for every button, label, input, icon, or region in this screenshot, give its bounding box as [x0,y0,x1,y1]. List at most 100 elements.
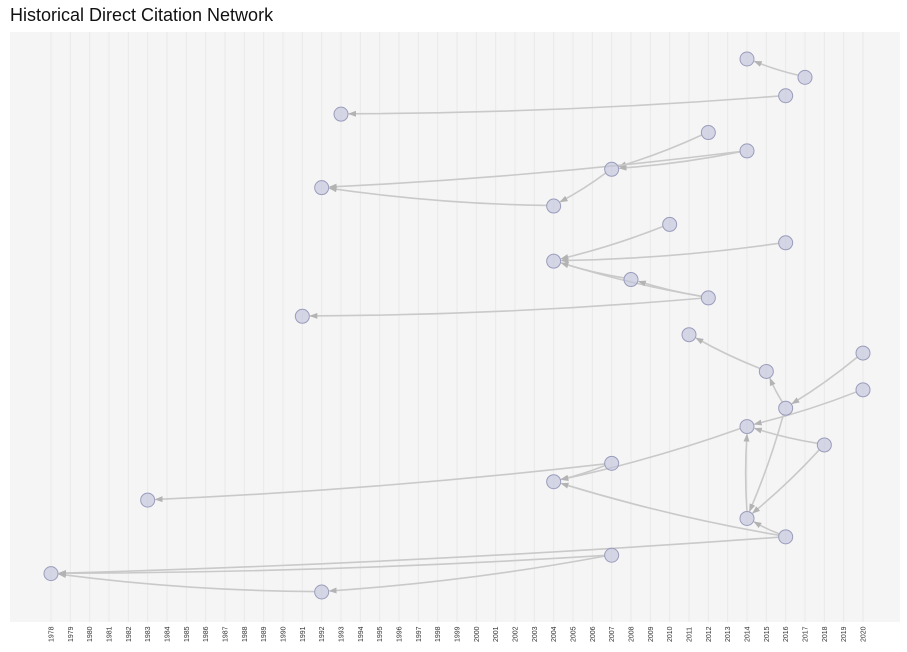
year-tick-label: 1999 [455,626,462,642]
citation-edge [328,150,741,190]
year-tick-label: 2014 [745,626,752,642]
citation-edge [637,280,702,298]
citation-edge [57,536,779,577]
citation-edge [154,463,605,503]
year-tick-label: 1998 [435,626,442,642]
paper-node[interactable] [739,143,755,159]
citation-edge [753,427,818,445]
year-tick-label: 2002 [513,626,520,642]
citation-edge [309,297,702,319]
citation-edge [560,225,664,261]
paper-node[interactable] [604,547,620,563]
year-tick-label: 1986 [203,626,210,642]
paper-node[interactable] [546,198,562,214]
year-tick-label: 1996 [397,626,404,642]
year-tick-label: 2015 [764,626,771,642]
citation-edge [753,391,857,426]
paper-node[interactable] [333,106,349,122]
year-tick-label: 1978 [49,626,56,642]
paper-node[interactable] [855,382,871,398]
paper-node[interactable] [855,345,871,361]
year-tick-label: 2000 [474,626,481,642]
year-tick-label: 1981 [107,626,114,642]
citation-edge [618,151,741,171]
year-axis: 1978 1979 1980 1981 1982 1983 1984 1985 1986 1987… [49,626,868,642]
citation-edge [753,60,799,77]
year-tick-label: 1993 [339,626,346,642]
year-tick-label: 2005 [571,626,578,642]
paper-node[interactable] [43,566,59,582]
citation-edge [743,433,750,512]
citation-edges [57,60,858,594]
year-tick-label: 1995 [377,626,384,642]
year-tick-label: 2016 [783,626,790,642]
paper-node[interactable] [700,125,716,141]
year-tick-label: 1991 [300,626,307,642]
year-tick-label: 1992 [319,626,326,642]
citation-edge [347,95,779,117]
paper-node[interactable] [604,161,620,177]
paper-node[interactable] [739,51,755,67]
paper-node[interactable] [294,308,310,324]
year-tick-label: 2013 [725,626,732,642]
paper-node[interactable] [778,400,794,416]
year-tick-label: 1984 [165,626,172,642]
paper-node[interactable] [797,69,813,85]
year-tick-label: 2018 [822,626,829,642]
paper-node[interactable] [681,327,697,343]
year-tick-label: 2020 [861,626,868,642]
year-tick-label: 1988 [242,626,249,642]
year-tick-label: 2009 [648,626,655,642]
citation-edge [57,572,315,593]
year-tick-label: 1985 [184,626,191,642]
paper-node[interactable] [604,455,620,471]
year-tick-label: 1990 [281,626,288,642]
year-tick-label: 2010 [667,626,674,642]
paper-node[interactable] [778,235,794,251]
paper-node[interactable] [662,216,678,232]
citation-edge [328,555,605,594]
year-tick-label: 2008 [629,626,636,642]
paper-node[interactable] [546,253,562,269]
year-tick-label: 1987 [223,626,230,642]
year-tick-label: 1994 [358,626,365,642]
paper-node[interactable] [739,419,755,435]
year-tick-label: 2003 [532,626,539,642]
citation-edge [560,242,779,264]
paper-node[interactable] [700,290,716,306]
paper-node[interactable] [314,584,330,600]
year-tick-label: 2001 [493,626,500,642]
year-tick-label: 2004 [551,626,558,642]
citation-edge [559,172,607,203]
page-title: Historical Direct Citation Network [10,5,274,25]
citation-edge [769,377,784,403]
citation-edge [560,262,625,279]
citation-edge [560,427,741,481]
citation-edge [328,186,547,207]
citation-edge [753,521,780,535]
year-tick-label: 1997 [416,626,423,642]
paper-node[interactable] [314,180,330,196]
paper-node[interactable] [758,363,774,379]
paper-node[interactable] [739,510,755,526]
citation-edge [695,337,761,370]
year-tick-label: 1989 [261,626,268,642]
paper-node[interactable] [778,88,794,104]
paper-nodes [43,51,871,600]
year-tick-label: 1982 [126,626,133,642]
citation-edge [748,414,785,512]
year-tick-label: 2017 [803,626,810,642]
citation-edge [57,554,605,577]
paper-node[interactable] [816,437,832,453]
year-tick-label: 1980 [87,626,94,642]
paper-node[interactable] [623,272,639,288]
paper-node[interactable] [546,474,562,490]
year-tick-label: 2007 [609,626,616,642]
paper-node[interactable] [778,529,794,545]
paper-node[interactable] [140,492,156,508]
citation-edge [560,464,606,481]
year-tick-label: 2011 [687,627,694,642]
year-tick-label: 1979 [68,626,75,642]
year-tick-label: 2012 [706,626,713,642]
